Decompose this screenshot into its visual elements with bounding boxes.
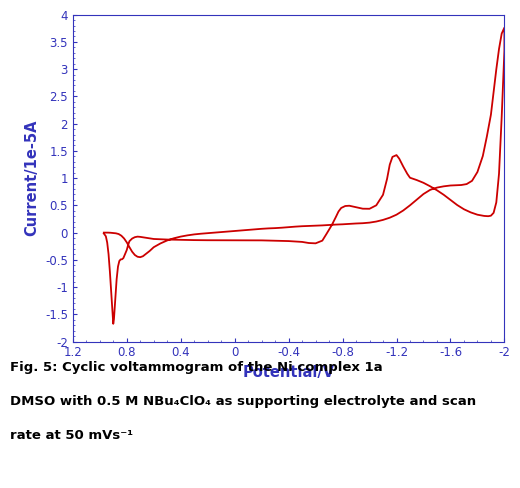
Text: Fig. 5: Cyclic voltammogram of the Ni complex 1a: Fig. 5: Cyclic voltammogram of the Ni co… <box>10 361 383 374</box>
Text: rate at 50 mVs⁻¹: rate at 50 mVs⁻¹ <box>10 429 134 443</box>
X-axis label: Potential/V: Potential/V <box>242 365 335 380</box>
Y-axis label: Current/1e-5A: Current/1e-5A <box>24 120 40 236</box>
Text: DMSO with 0.5 M NBu₄ClO₄ as supporting electrolyte and scan: DMSO with 0.5 M NBu₄ClO₄ as supporting e… <box>10 395 476 408</box>
